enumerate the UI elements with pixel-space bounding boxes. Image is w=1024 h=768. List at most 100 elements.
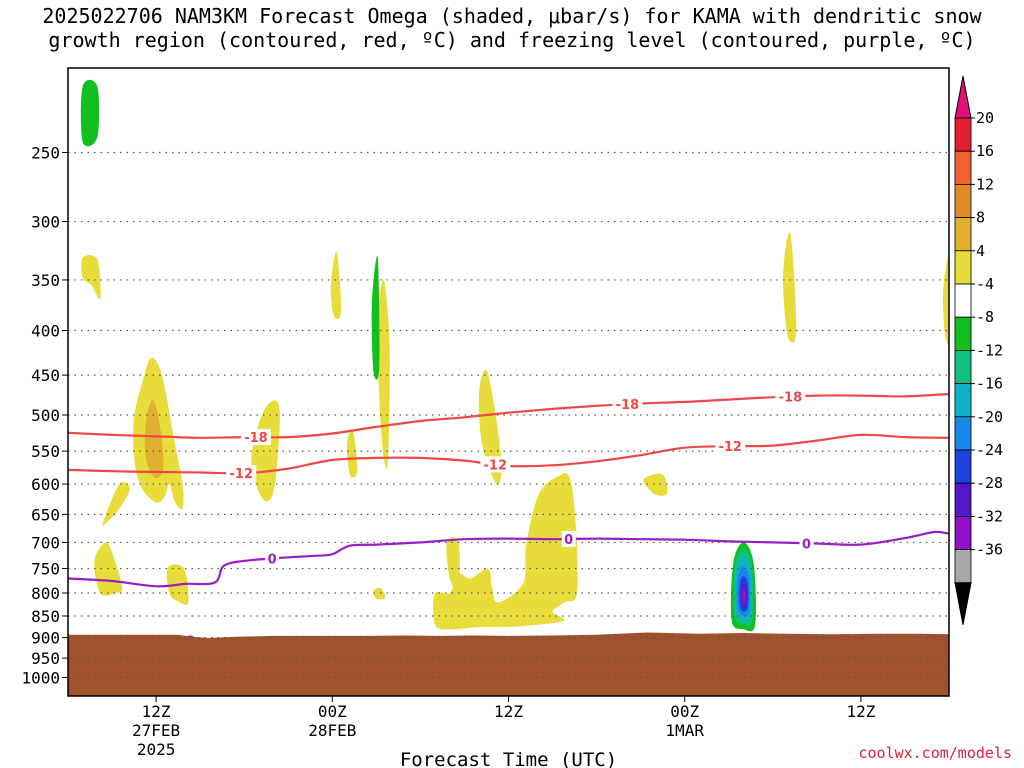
omega_4_8-region-7 [346,428,358,478]
y-tick-label: 950 [31,649,60,668]
chart-title: 2025022706 NAM3KM Forecast Omega (shaded… [0,4,1024,52]
contour-label: -18 [244,431,268,446]
colorbar-swatch-2 [954,183,972,218]
omega_4_8-region-13 [643,473,668,496]
colorbar-label: 16 [976,142,994,160]
y-tick-label: 450 [31,366,60,385]
colorbar-swatch-5 [954,283,972,318]
x-tick-label: 00Z [670,702,699,721]
colorbar-label: -24 [976,441,1003,459]
omega_4_8-region-5 [251,400,280,502]
colorbar-swatch-4 [954,250,972,285]
y-tick-label: 1000 [21,669,60,688]
x-tick-label: 12Z [494,702,523,721]
chart-title-line1: 2025022706 NAM3KM Forecast Omega (shaded… [42,4,982,28]
x-tick-label: 12Z [846,702,875,721]
y-tick-label: 600 [31,475,60,494]
contour-line-dgz-0 [67,392,950,439]
omega_4_8-region-6 [330,251,342,320]
y-tick-label: 350 [31,271,60,290]
y-tick-label: 800 [31,584,60,603]
x-axis-label: Forecast Time (UTC) [400,749,617,768]
y-tick-label: 400 [31,322,60,341]
x-tick-label: 00Z [318,702,347,721]
y-tick-label: 650 [31,505,60,524]
colorbar: 20 16 12 8 4 -4 -8 -12 -16 -20 -24 -28 -32 -36 [954,75,1003,625]
omega_8_12-region-0 [144,399,164,479]
omega-shading-layer [80,79,950,640]
y-tick-label: 900 [31,629,60,648]
colorbar-swatch-3 [954,217,972,252]
omega_4_8-region-2 [102,481,130,526]
contour-layer: -18 -18 -18 -12 -12 -12 0 0 0 [67,388,950,588]
colorbar-swatch-11 [954,482,972,517]
contour-label: -12 [484,458,508,473]
contour-label-bg [799,535,814,552]
contour-label-bg [775,388,806,405]
contour-line-freezing-2 [67,530,950,588]
colorbar-label: -32 [976,507,1003,525]
colorbar-label: -20 [976,408,1003,426]
colorbar-swatch-9 [954,416,972,451]
colorbar-swatch-12 [954,516,972,551]
y-tick-label: 850 [31,607,60,626]
y-tick-label: 300 [31,213,60,232]
x-tick-date: 1MAR [665,721,704,740]
chart-title-line2: growth region (contoured, red, ºC) and f… [48,28,976,52]
colorbar-top-arrow [954,75,972,119]
omega_4_8-region-15 [942,256,950,345]
y-tick-label: 550 [31,442,60,461]
contour-label: -18 [616,398,640,413]
contour-label-bg [480,456,511,473]
x-tick-year: 2025 [137,740,176,759]
colorbar-swatch-0 [954,117,972,152]
contour-label-bg [715,438,746,455]
colorbar-label: -28 [976,474,1003,492]
contour-label: 0 [802,537,811,552]
omega_4_8-region-12 [433,473,578,630]
contour-label: -18 [779,391,803,406]
colorbar-label: 8 [976,209,985,227]
omega_4_8-region-0 [81,255,101,300]
omega_4_8-region-9 [373,587,386,600]
x-tick-date: 28FEB [308,721,356,740]
contour-label-bg [612,396,643,413]
colorbar-label: -4 [976,275,994,293]
contour-label-bg [265,550,280,567]
colorbar-bottom-arrow [954,582,972,625]
omega_4_8-region-14 [783,232,797,343]
contour-label-bg [226,465,257,482]
omega_-8_-4-region-1 [371,255,380,380]
colorbar-label: 4 [976,242,985,260]
y-tick-label: 700 [31,533,60,552]
y-axis: 250 300 350 400 450 500 550 600 650 700 750 800 850 9… [21,144,68,688]
x-tick-label: 12Z [142,702,171,721]
contour-label: -12 [718,440,742,455]
colorbar-label: -8 [976,308,994,326]
colorbar-swatch-10 [954,449,972,484]
contour-label: 0 [564,533,573,548]
contour-label-bg [240,429,271,446]
terrain-layer [68,632,949,696]
contour-label-bg [561,530,576,547]
omega_4_8-region-8 [377,279,390,469]
colorbar-label: 12 [976,175,994,193]
colorbar-label: -12 [976,341,1003,359]
y-tick-label: 750 [31,560,60,579]
colorbar-label: -16 [976,375,1003,393]
site-credit[interactable]: coolwx.com/models [858,744,1012,762]
colorbar-swatch-7 [954,349,972,384]
colorbar-swatch-8 [954,383,972,418]
omega_4_8-region-10 [478,369,502,485]
colorbar-swatch-1 [954,150,972,185]
x-tick-date: 27FEB [132,721,180,740]
contour-label: -12 [230,467,254,482]
omega_-8_-4-region-0 [80,79,100,147]
y-tick-label: 500 [31,406,60,425]
terrain-fill [68,632,949,696]
colorbar-swatch-13 [954,549,972,584]
colorbar-label: -36 [976,541,1003,559]
colorbar-label: 20 [976,109,994,127]
